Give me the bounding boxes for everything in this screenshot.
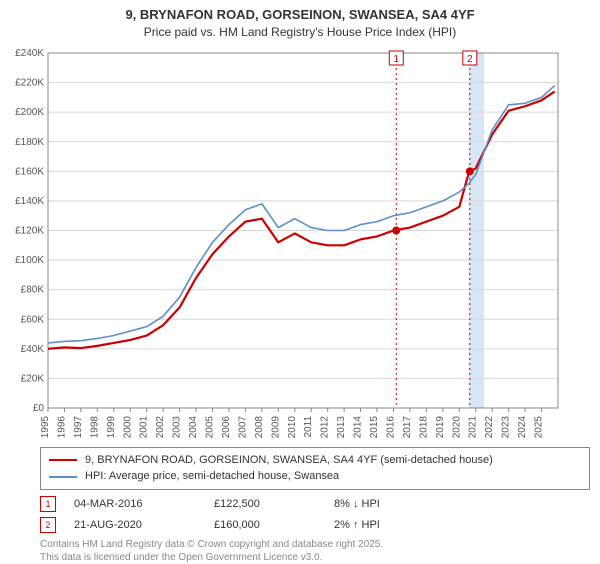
svg-text:2007: 2007 — [237, 416, 248, 439]
svg-text:1996: 1996 — [56, 416, 67, 439]
svg-text:£220K: £220K — [15, 78, 44, 89]
footer-line-2: This data is licensed under the Open Gov… — [40, 551, 590, 564]
chart-title: 9, BRYNAFON ROAD, GORSEINON, SWANSEA, SA… — [0, 0, 600, 41]
chart-svg: £0 £20K £40K £60K £80K £100K £120K £140K £160K £1… — [8, 43, 568, 443]
svg-text:2010: 2010 — [287, 416, 298, 439]
svg-text:2021: 2021 — [468, 416, 479, 439]
legend-label: 9, BRYNAFON ROAD, GORSEINON, SWANSEA, SA… — [85, 452, 493, 469]
svg-text:£160K: £160K — [15, 166, 44, 177]
svg-text:2004: 2004 — [188, 416, 199, 439]
svg-text:2000: 2000 — [122, 416, 133, 439]
svg-text:£140K: £140K — [15, 196, 44, 207]
transaction-price: £160,000 — [214, 519, 334, 531]
title-line-2: Price paid vs. HM Land Registry's House … — [0, 24, 600, 41]
legend-item: HPI: Average price, semi-detached house,… — [49, 468, 581, 485]
svg-text:2024: 2024 — [517, 416, 528, 439]
transaction-delta: 8% ↓ HPI — [334, 498, 380, 510]
svg-text:2019: 2019 — [435, 416, 446, 439]
svg-text:2014: 2014 — [353, 416, 364, 439]
legend-swatch — [49, 476, 77, 478]
transaction-row: 2 21-AUG-2020£160,0002% ↑ HPI — [40, 517, 590, 533]
legend-swatch — [49, 459, 77, 461]
transaction-price: £122,500 — [214, 498, 334, 510]
transaction-date: 04-MAR-2016 — [74, 498, 214, 510]
footer: Contains HM Land Registry data © Crown c… — [40, 538, 590, 564]
svg-text:2016: 2016 — [385, 416, 396, 439]
svg-text:2005: 2005 — [205, 416, 216, 439]
svg-text:2012: 2012 — [320, 416, 331, 439]
svg-text:1995: 1995 — [40, 416, 51, 439]
svg-text:£200K: £200K — [15, 107, 44, 118]
svg-text:1: 1 — [393, 54, 399, 65]
svg-text:2017: 2017 — [402, 416, 413, 439]
svg-text:2: 2 — [467, 54, 473, 65]
svg-text:2013: 2013 — [336, 416, 347, 439]
transaction-date: 21-AUG-2020 — [74, 519, 214, 531]
svg-text:2011: 2011 — [303, 416, 314, 438]
legend-item: 9, BRYNAFON ROAD, GORSEINON, SWANSEA, SA… — [49, 452, 581, 469]
svg-text:£60K: £60K — [21, 314, 45, 325]
transaction-delta: 2% ↑ HPI — [334, 519, 380, 531]
svg-text:2009: 2009 — [270, 416, 281, 439]
svg-text:2001: 2001 — [139, 416, 150, 439]
svg-text:1999: 1999 — [106, 416, 117, 439]
svg-text:£120K: £120K — [15, 225, 44, 236]
chart-area: £0 £20K £40K £60K £80K £100K £120K £140K £160K £1… — [8, 43, 568, 443]
transaction-row: 1 04-MAR-2016£122,5008% ↓ HPI — [40, 496, 590, 512]
svg-text:2006: 2006 — [221, 416, 232, 439]
svg-text:2015: 2015 — [369, 416, 380, 439]
svg-text:2002: 2002 — [155, 416, 166, 439]
svg-text:2023: 2023 — [501, 416, 512, 439]
title-line-1: 9, BRYNAFON ROAD, GORSEINON, SWANSEA, SA… — [0, 6, 600, 24]
footer-line-1: Contains HM Land Registry data © Crown c… — [40, 538, 590, 551]
svg-text:2003: 2003 — [172, 416, 183, 439]
svg-text:1997: 1997 — [73, 416, 84, 439]
svg-text:1998: 1998 — [89, 416, 100, 439]
legend: 9, BRYNAFON ROAD, GORSEINON, SWANSEA, SA… — [40, 447, 590, 490]
svg-text:2008: 2008 — [254, 416, 265, 439]
svg-text:£20K: £20K — [21, 373, 45, 384]
transaction-rows: 1 04-MAR-2016£122,5008% ↓ HPI 2 21-AUG-2020… — [40, 496, 590, 533]
svg-text:£40K: £40K — [21, 344, 45, 355]
transaction-marker: 1 — [40, 496, 56, 512]
svg-text:£0: £0 — [33, 403, 45, 414]
legend-label: HPI: Average price, semi-detached house,… — [85, 468, 339, 485]
transaction-marker: 2 — [40, 517, 56, 533]
svg-text:2018: 2018 — [418, 416, 429, 439]
svg-text:2020: 2020 — [451, 416, 462, 439]
svg-text:2022: 2022 — [484, 416, 495, 439]
svg-text:2025: 2025 — [534, 416, 545, 439]
svg-text:£240K: £240K — [15, 48, 44, 59]
svg-text:£180K: £180K — [15, 137, 44, 148]
svg-text:£100K: £100K — [15, 255, 44, 266]
svg-text:£80K: £80K — [21, 285, 45, 296]
